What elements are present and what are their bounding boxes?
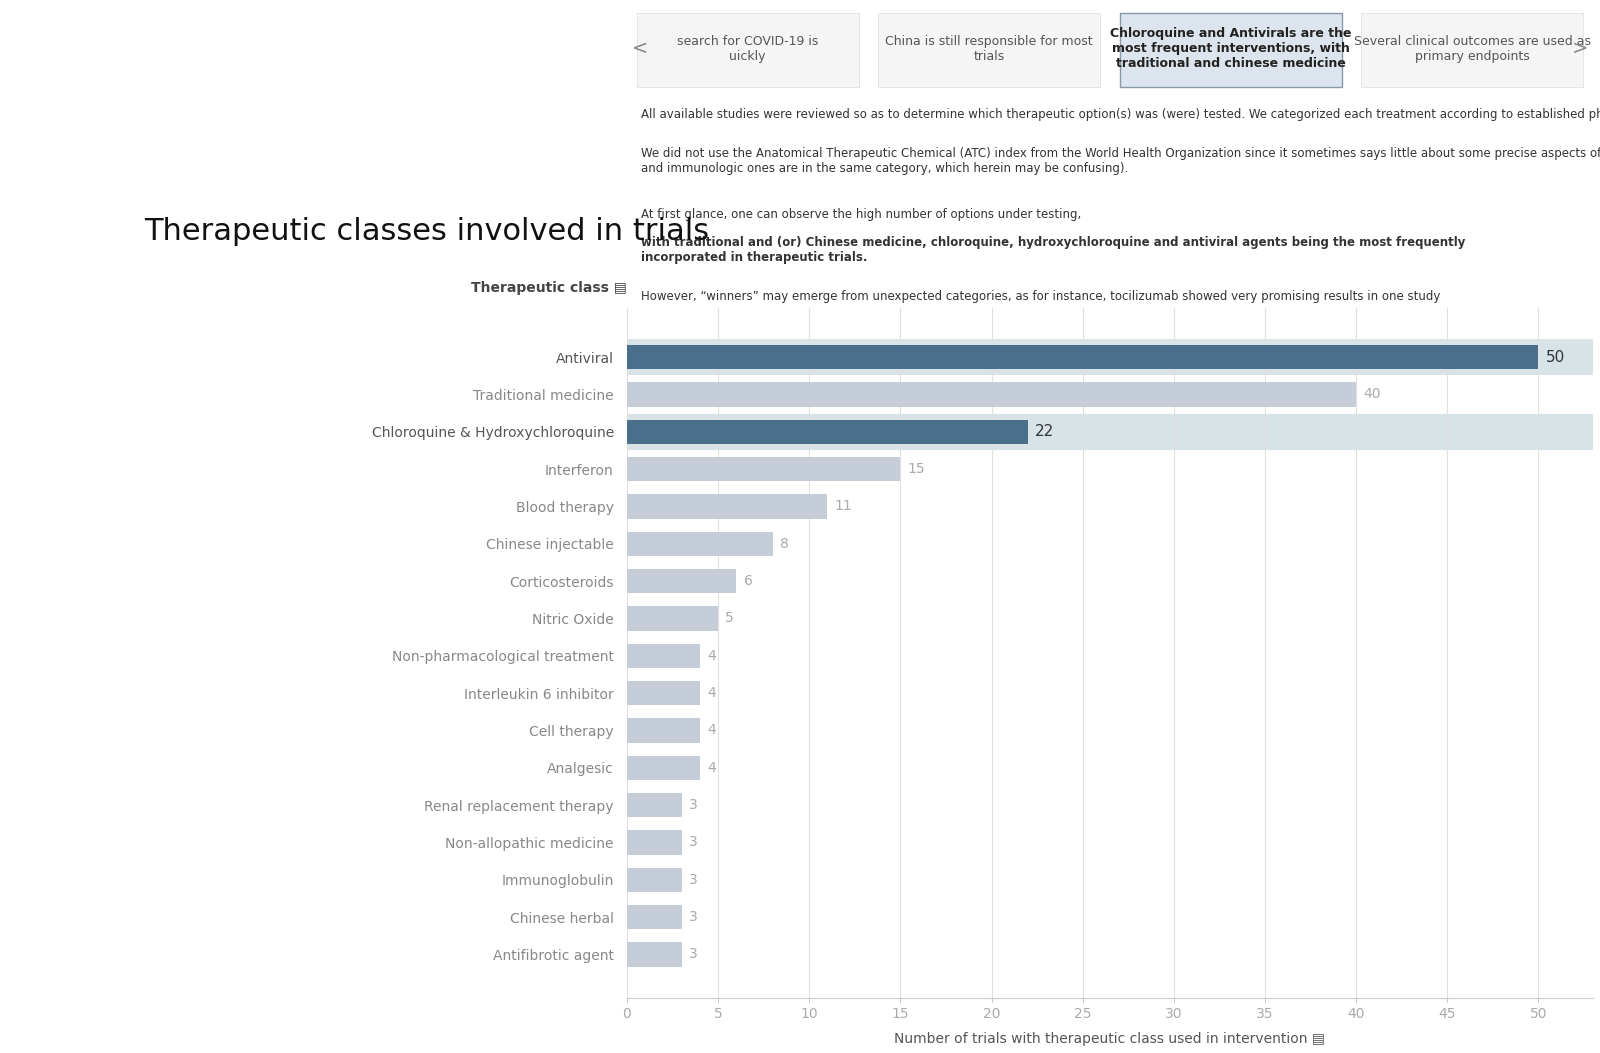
Text: 3: 3: [690, 910, 698, 925]
FancyBboxPatch shape: [878, 13, 1101, 86]
Text: 3: 3: [690, 873, 698, 887]
Bar: [627, 532, 773, 556]
Text: 3: 3: [690, 835, 698, 850]
Text: 6: 6: [744, 574, 752, 589]
FancyBboxPatch shape: [637, 13, 859, 86]
Bar: [627, 382, 1357, 406]
Text: 50: 50: [1546, 350, 1565, 364]
Bar: [627, 756, 699, 780]
Text: Chloroquine and Antivirals are the
most frequent interventions, with
traditional: Chloroquine and Antivirals are the most …: [1110, 27, 1352, 71]
Text: China is still responsible for most
trials: China is still responsible for most tria…: [885, 35, 1093, 63]
Text: We did not use the Anatomical Therapeutic Chemical (ATC) index from the World He: We did not use the Anatomical Therapeuti…: [642, 147, 1600, 175]
FancyBboxPatch shape: [1362, 13, 1584, 86]
Bar: [627, 643, 699, 668]
Text: >: >: [1571, 39, 1589, 58]
Text: 15: 15: [907, 462, 925, 476]
Text: 4: 4: [707, 760, 715, 775]
Bar: [0, 339, 1600, 375]
Text: Therapeutic class ▤: Therapeutic class ▤: [470, 281, 627, 295]
Bar: [627, 831, 682, 855]
Text: 3: 3: [690, 948, 698, 961]
Bar: [627, 793, 682, 817]
Text: All available studies were reviewed so as to determine which therapeutic option(: All available studies were reviewed so a…: [642, 108, 1600, 121]
Bar: [627, 681, 699, 706]
Bar: [627, 905, 682, 929]
Bar: [627, 345, 1538, 370]
Bar: [627, 718, 699, 742]
Text: with traditional and (or) Chinese medicine, chloroquine, hydroxychloroquine and : with traditional and (or) Chinese medici…: [642, 236, 1466, 264]
Bar: [627, 868, 682, 892]
Text: 4: 4: [707, 687, 715, 700]
Bar: [0, 414, 1600, 450]
Bar: [627, 457, 901, 481]
Text: However, “winners” may emerge from unexpected categories, as for instance, tocil: However, “winners” may emerge from unexp…: [642, 291, 1442, 303]
Text: 4: 4: [707, 649, 715, 662]
Text: At first glance, one can observe the high number of options under testing,: At first glance, one can observe the hig…: [642, 207, 1085, 221]
X-axis label: Number of trials with therapeutic class used in intervention ▤: Number of trials with therapeutic class …: [894, 1032, 1325, 1046]
Text: 40: 40: [1363, 388, 1381, 401]
Bar: [627, 942, 682, 967]
Text: 8: 8: [781, 537, 789, 551]
Text: 3: 3: [690, 798, 698, 812]
Bar: [627, 494, 827, 519]
Text: 11: 11: [835, 499, 853, 514]
Text: Therapeutic classes involved in trials: Therapeutic classes involved in trials: [144, 217, 709, 245]
Bar: [627, 607, 718, 631]
Bar: [627, 569, 736, 593]
Text: <: <: [632, 39, 648, 58]
Text: search for COVID-19 is
uickly: search for COVID-19 is uickly: [677, 35, 818, 63]
FancyBboxPatch shape: [1120, 13, 1342, 86]
Text: Several clinical outcomes are used as
primary endpoints: Several clinical outcomes are used as pr…: [1354, 35, 1590, 63]
Text: 5: 5: [725, 612, 734, 625]
Text: 22: 22: [1035, 424, 1054, 439]
Bar: [627, 420, 1027, 444]
Text: 4: 4: [707, 723, 715, 737]
